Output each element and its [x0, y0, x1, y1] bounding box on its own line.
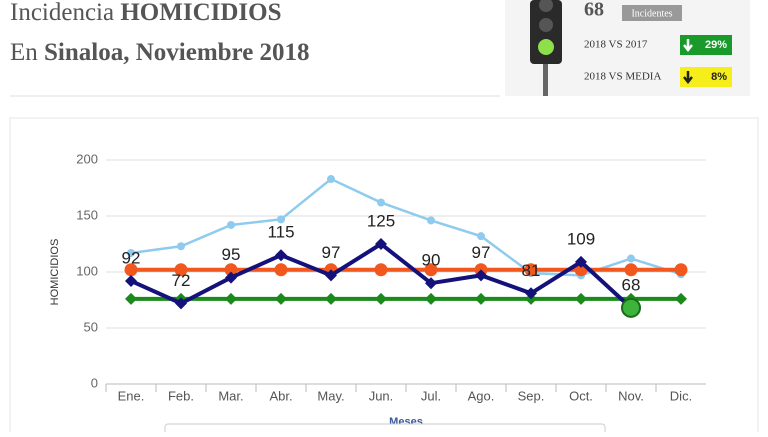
x-tick-label: Feb.	[168, 388, 194, 403]
point	[174, 263, 188, 277]
arrow	[683, 71, 693, 85]
data-label: 97	[472, 243, 491, 262]
x-tick-label: Nov.	[618, 388, 644, 403]
header-bold: Sinaloa, Noviembre 2018	[44, 39, 310, 66]
y-tick-label: 0	[91, 375, 98, 390]
x-tick-label: Ago.	[468, 388, 495, 403]
data-label: 95	[222, 245, 241, 264]
badge-text: Incidentes	[631, 8, 672, 19]
point	[674, 263, 688, 277]
point	[327, 175, 335, 184]
highlight-point	[621, 297, 641, 318]
widget-rows: 2018 VS 2017 29% 2018 VS MEDIA 8%	[584, 35, 732, 87]
header-line1: Incidencia HOMICIDIOS	[10, 0, 282, 26]
point	[277, 215, 285, 224]
y-tick-label: 200	[76, 151, 98, 166]
point	[524, 263, 538, 277]
point	[374, 263, 388, 277]
point	[177, 242, 185, 251]
point	[225, 271, 237, 284]
series-line	[130, 177, 682, 277]
x-tick-label: Oct.	[569, 388, 593, 403]
row-value: 8%	[711, 71, 727, 83]
badge	[622, 5, 682, 21]
x-tick-label: Mar.	[218, 388, 243, 403]
legend-box	[164, 423, 606, 437]
x-tick-label: Jul.	[421, 388, 441, 403]
arrow	[683, 39, 693, 53]
point	[425, 277, 437, 290]
x-tick-label: Ene.	[118, 388, 145, 403]
point	[325, 292, 337, 305]
x-tick-label: Abr.	[269, 388, 292, 403]
point	[127, 248, 135, 257]
point	[377, 198, 385, 207]
header-bold: HOMICIDIOS	[120, 0, 281, 26]
point	[275, 292, 287, 305]
point	[225, 292, 237, 305]
point	[125, 292, 137, 305]
light	[539, 18, 553, 32]
point	[125, 274, 137, 287]
light	[539, 0, 553, 12]
point	[425, 292, 437, 305]
y-tick-label: 100	[76, 263, 98, 278]
header-line2: En Sinaloa, Noviembre 2018	[10, 39, 310, 66]
chart: 0 50 100 150 200 Ene. Feb. Mar. Abr. May. Jun. Jul.…	[49, 151, 706, 428]
point	[475, 292, 487, 305]
data-label: 68	[622, 275, 641, 294]
light-on	[538, 39, 554, 55]
pole	[543, 60, 548, 96]
point	[227, 220, 235, 229]
point	[175, 297, 187, 310]
point	[627, 254, 635, 263]
point	[477, 232, 485, 241]
point	[427, 216, 435, 225]
point	[475, 269, 487, 282]
data-label: 92	[122, 248, 141, 267]
point	[124, 263, 138, 277]
point	[624, 263, 638, 277]
header-prefix: En	[10, 39, 38, 66]
point	[424, 263, 438, 277]
row-value: 29%	[705, 39, 727, 51]
x-tick-label: Jun.	[369, 388, 394, 403]
point	[525, 287, 537, 300]
x-tick-label: Dic.	[670, 388, 692, 403]
point	[575, 255, 587, 268]
point	[375, 292, 387, 305]
data-label: 97	[322, 243, 341, 262]
data-label: 125	[367, 211, 395, 230]
x-tick-label: May.	[317, 388, 344, 403]
y-tick-label: 150	[76, 207, 98, 222]
data-label: 90	[422, 251, 441, 270]
data-label: 115	[267, 223, 294, 242]
point	[675, 292, 687, 305]
y-tick-label: 50	[84, 319, 98, 334]
data-label: 109	[567, 229, 595, 248]
point	[325, 269, 337, 282]
count: 68	[584, 0, 604, 21]
point	[375, 238, 387, 250]
point	[274, 263, 288, 277]
row-badge	[680, 35, 732, 55]
y-axis-title: HOMICIDIOS	[49, 239, 61, 306]
point	[575, 292, 587, 305]
row-label: 2018 VS 2017	[584, 39, 648, 51]
row-badge	[680, 67, 732, 87]
point	[224, 263, 238, 277]
x-tick-label: Sep.	[518, 388, 545, 403]
data-label: 81	[522, 261, 541, 280]
point	[275, 249, 287, 262]
header-prefix: Incidencia	[10, 0, 114, 26]
data-label: 72	[172, 271, 191, 290]
row-label: 2018 VS MEDIA	[584, 71, 661, 83]
